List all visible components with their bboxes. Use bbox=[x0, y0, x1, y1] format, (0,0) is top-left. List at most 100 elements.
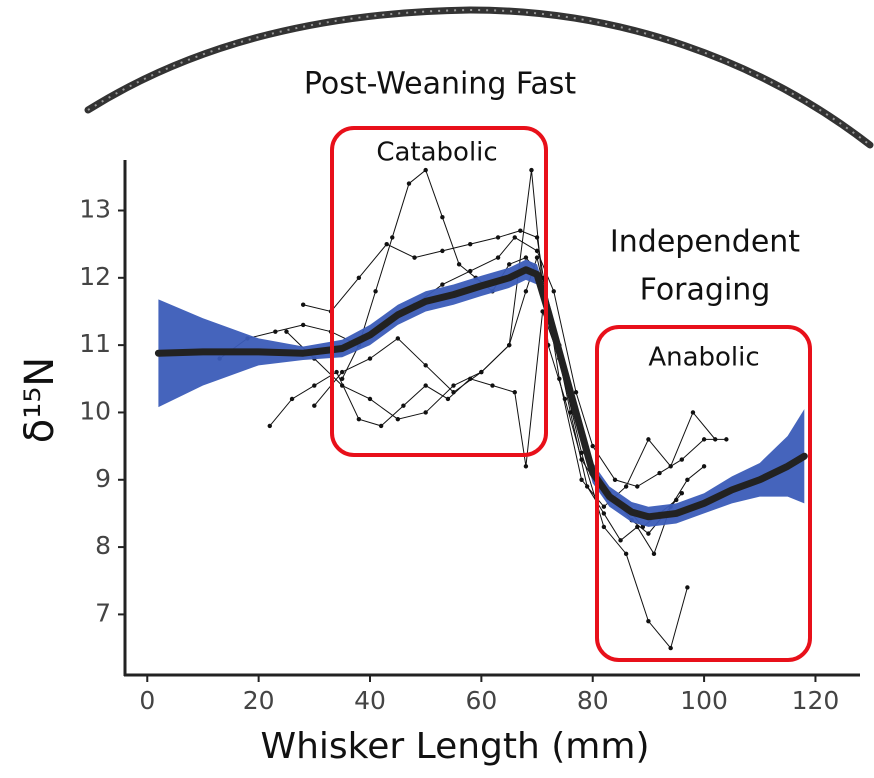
trace-point bbox=[423, 410, 428, 415]
annotation: Post-Weaning Fast bbox=[304, 67, 577, 102]
annotation: Anabolic bbox=[648, 343, 759, 373]
trace-point bbox=[490, 383, 495, 388]
y-tick-label: 12 bbox=[79, 262, 111, 291]
trace-point bbox=[646, 618, 651, 624]
trace-point bbox=[512, 390, 517, 395]
trace-point bbox=[590, 443, 595, 449]
trace-point bbox=[479, 369, 484, 375]
trace-point bbox=[713, 437, 718, 442]
trace-point bbox=[273, 329, 278, 334]
trace-point bbox=[267, 423, 272, 429]
trace-point bbox=[601, 524, 607, 530]
trace-point bbox=[356, 275, 362, 281]
trace-point bbox=[390, 235, 395, 240]
trace-point bbox=[523, 289, 529, 294]
trace-point bbox=[668, 645, 673, 651]
plot-area: 7 8 9 10 11 12 13 0 20 40 60 80 100 120 bbox=[79, 167, 840, 715]
trace-point bbox=[423, 167, 428, 173]
trace-point bbox=[534, 255, 540, 260]
y-tick-label: 9 bbox=[95, 464, 111, 493]
trace-point bbox=[651, 551, 657, 557]
x-tick-label: 40 bbox=[354, 686, 386, 715]
catabolic-box bbox=[330, 126, 548, 457]
trace-point bbox=[690, 410, 696, 415]
trace-point bbox=[623, 484, 629, 489]
trace-point bbox=[440, 248, 445, 254]
trace-point bbox=[401, 403, 406, 408]
trace-point bbox=[612, 477, 618, 482]
trace-point bbox=[445, 396, 451, 402]
y-tick-label: 7 bbox=[95, 598, 111, 627]
trace-point bbox=[339, 369, 345, 375]
trace-point bbox=[724, 437, 729, 442]
fit-line bbox=[154, 266, 808, 521]
trace-point bbox=[300, 322, 306, 328]
trace-point bbox=[523, 255, 529, 260]
y-tick-label: 11 bbox=[79, 329, 111, 358]
x-tick-label: 60 bbox=[465, 686, 497, 715]
trace-point bbox=[551, 289, 556, 294]
trace-point bbox=[356, 416, 362, 422]
trace-point bbox=[679, 457, 685, 462]
trace-point bbox=[579, 457, 584, 462]
trace-point bbox=[284, 329, 289, 334]
trace-point bbox=[679, 491, 685, 496]
annotation: Catabolic bbox=[376, 138, 497, 168]
trace-point bbox=[456, 262, 462, 267]
trace-point bbox=[495, 235, 501, 240]
trace-point bbox=[573, 390, 579, 395]
trace-line bbox=[303, 230, 716, 508]
trace-point bbox=[334, 369, 339, 375]
trace-point bbox=[701, 437, 707, 442]
trace-point bbox=[339, 376, 345, 381]
annotation: Foraging bbox=[640, 273, 771, 308]
trace-point bbox=[540, 309, 545, 314]
trace-point bbox=[635, 484, 640, 489]
trace-point bbox=[507, 262, 512, 267]
whisker-texture bbox=[87, 8, 871, 146]
trace-point bbox=[618, 538, 623, 543]
trace-point bbox=[440, 215, 445, 220]
trace-point bbox=[378, 423, 384, 429]
trace-point bbox=[579, 477, 584, 482]
trace-point bbox=[685, 477, 690, 482]
trace-point bbox=[518, 228, 523, 233]
x-tick-label: 80 bbox=[577, 686, 609, 715]
trace-point bbox=[685, 585, 690, 590]
trace-point bbox=[534, 248, 540, 254]
trace-point bbox=[534, 235, 540, 240]
trace-point bbox=[495, 255, 501, 260]
x-tick-label: 20 bbox=[243, 686, 275, 715]
trace-point bbox=[468, 241, 473, 247]
trace-point bbox=[646, 531, 651, 536]
trace-point bbox=[440, 282, 445, 287]
y-tick-label: 8 bbox=[95, 531, 111, 560]
trace-line bbox=[219, 236, 727, 488]
annotation: Independent bbox=[610, 225, 800, 260]
trace-point bbox=[412, 255, 417, 260]
trace-point bbox=[529, 167, 534, 173]
trace-point bbox=[395, 336, 401, 341]
trace-point bbox=[512, 235, 517, 240]
trace-point bbox=[373, 289, 378, 294]
trace-point bbox=[701, 464, 707, 469]
trace-point bbox=[451, 383, 456, 388]
y-tick-label: 13 bbox=[79, 194, 111, 223]
trace-point bbox=[451, 390, 456, 395]
x-tick-label: 100 bbox=[680, 686, 728, 715]
anabolic-box bbox=[595, 325, 812, 662]
x-axis-label: Whisker Length (mm) bbox=[261, 726, 650, 767]
x-tick-label: 0 bbox=[139, 686, 155, 715]
trace-point bbox=[312, 383, 317, 388]
trace-point bbox=[312, 403, 317, 408]
y-tick-label: 10 bbox=[79, 396, 111, 425]
x-tick-label: 120 bbox=[792, 686, 840, 715]
trace-point bbox=[406, 181, 412, 186]
trace-point bbox=[367, 396, 373, 402]
trace-point bbox=[507, 342, 512, 348]
trace-point bbox=[601, 511, 607, 516]
trace-point bbox=[423, 363, 428, 368]
y-axis-label: δ¹⁵N bbox=[17, 357, 63, 443]
confidence-band bbox=[158, 259, 805, 527]
